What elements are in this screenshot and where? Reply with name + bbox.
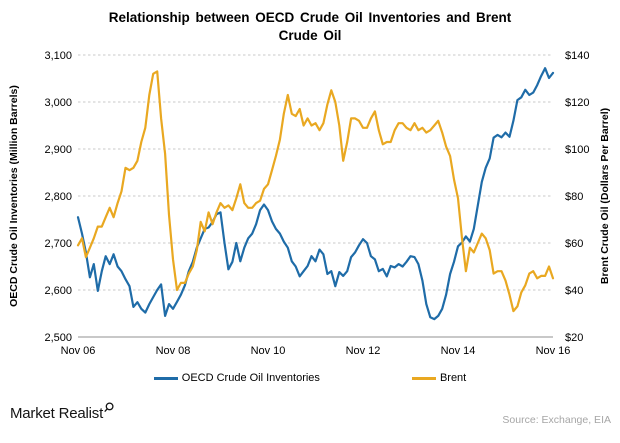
right-axis-tick-label: $40 bbox=[565, 285, 583, 297]
left-axis-tick-label: 3,100 bbox=[44, 50, 72, 62]
brand-logo: Market Realist bbox=[10, 402, 115, 422]
right-axis-tick-label: $80 bbox=[565, 191, 583, 203]
x-axis-tick-label: Nov 08 bbox=[156, 345, 191, 357]
legend-line-swatch bbox=[153, 376, 178, 380]
left-axis-tick-label: 2,700 bbox=[44, 238, 72, 250]
left-axis-tick-label: 2,600 bbox=[44, 285, 72, 297]
x-axis-tick-label: Nov 10 bbox=[251, 345, 286, 357]
brent-line bbox=[76, 70, 555, 313]
left-axis-tick-label: 2,900 bbox=[44, 144, 72, 156]
left-axis-tick-label: 2,800 bbox=[44, 191, 72, 203]
left-axis-tick-label: 2,500 bbox=[44, 332, 72, 344]
magnifier-icon bbox=[104, 402, 114, 412]
right-axis-tick-label: $100 bbox=[565, 144, 589, 156]
left-axis-title: OECD Crude Oil Inventories (Million Barr… bbox=[8, 85, 20, 307]
right-axis-tick-label: $120 bbox=[565, 97, 589, 109]
oecd-inventories-line bbox=[76, 67, 555, 321]
x-axis-tick-label: Nov 16 bbox=[536, 345, 571, 357]
chart-title: Relationship between OECD Crude Oil Inve… bbox=[108, 10, 512, 43]
x-axis-tick-label: Nov 14 bbox=[441, 345, 476, 357]
x-axis-tick-label: Nov 06 bbox=[61, 345, 96, 357]
legend-label: Brent bbox=[439, 372, 467, 384]
left-axis-tick-label: 3,000 bbox=[44, 97, 72, 109]
legend-item: OECD Crude Oil Inventories bbox=[153, 372, 320, 384]
right-axis-tick-label: $60 bbox=[565, 238, 583, 250]
chart-legend: OECD Crude Oil Inventories Brent bbox=[0, 372, 620, 384]
chart-plot-area: 3,100 $140 3,000 $120 2,900 $100 2,800 $80 2,700… bbox=[8, 50, 611, 357]
brand-logo-text: Market Realist bbox=[10, 405, 104, 422]
source-attribution: Source: Exchange, EIA bbox=[502, 414, 611, 426]
right-axis-title: Brent Crude Oil (Dollars Per Barrel) bbox=[599, 108, 611, 284]
right-axis-tick-label: $20 bbox=[565, 332, 583, 344]
x-axis-tick-label: Nov 12 bbox=[346, 345, 381, 357]
right-axis-tick-label: $140 bbox=[565, 50, 589, 62]
legend-item: Brent bbox=[411, 372, 467, 384]
legend-line-swatch bbox=[411, 376, 436, 380]
legend-label: OECD Crude Oil Inventories bbox=[181, 372, 320, 384]
